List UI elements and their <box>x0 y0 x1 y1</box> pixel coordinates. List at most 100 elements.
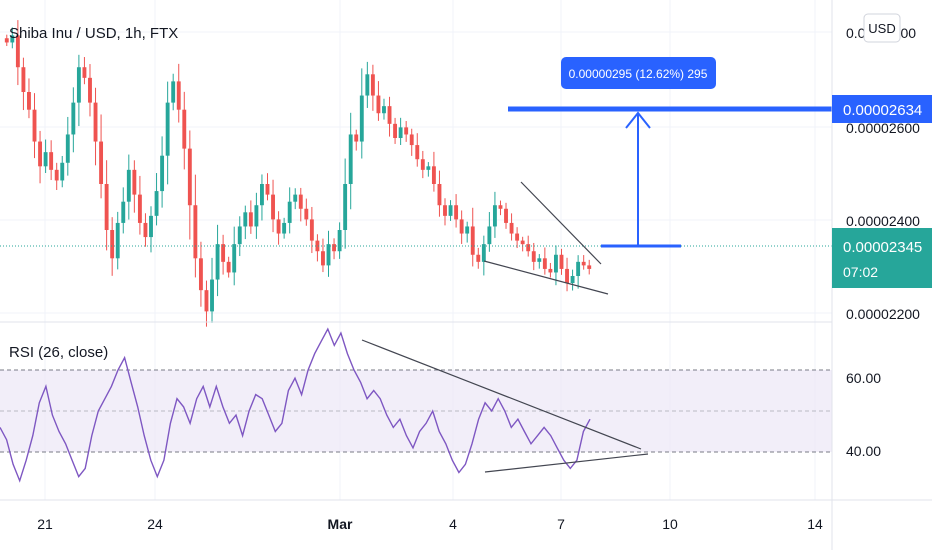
candle-body <box>160 155 165 192</box>
candle-body <box>581 261 586 266</box>
candle-body <box>176 81 181 110</box>
candle-body <box>76 67 81 103</box>
candle-body <box>271 194 275 220</box>
price-wedge-lower-trendline[interactable] <box>483 260 609 295</box>
time-tick-mar: Mar <box>328 516 353 532</box>
candle-body <box>27 92 31 110</box>
rsi-upper-trendline[interactable] <box>361 339 642 450</box>
candle-body <box>498 205 503 209</box>
candle-body <box>60 162 65 181</box>
candle-body <box>398 127 403 138</box>
candle-body <box>576 261 581 276</box>
candle-body <box>276 219 281 234</box>
currency-button-label: USD <box>868 21 895 36</box>
candle-body <box>520 240 525 245</box>
candle-body <box>409 134 414 146</box>
candle-body <box>226 261 231 273</box>
candle-body <box>509 222 514 234</box>
candle-body <box>254 205 259 227</box>
candle-body <box>537 258 542 262</box>
candle-body <box>38 141 42 167</box>
candle-body <box>137 194 142 223</box>
price-tick-2600: 0.00002600 <box>846 120 920 136</box>
candle-body <box>198 258 203 291</box>
candle-body <box>370 74 375 96</box>
candle-body <box>481 244 486 262</box>
candle-body <box>354 134 359 142</box>
candle-body <box>4 38 9 43</box>
candle-body <box>132 169 137 195</box>
last-price-badge-price: 0.00002345 <box>843 239 922 256</box>
candle-body <box>248 212 253 227</box>
candle-body <box>210 279 214 312</box>
candle-body <box>309 219 314 241</box>
candle-body <box>265 184 270 195</box>
candle-body <box>415 145 420 160</box>
candle-body <box>110 230 115 259</box>
candle-body <box>470 226 475 255</box>
candle-body <box>143 222 148 238</box>
chart-title: Shiba Inu / USD, 1h, FTX <box>9 25 178 42</box>
candle-body <box>437 184 442 206</box>
price-scale[interactable]: 0.0000 300 0.00002600 0.00002400 0.00002… <box>831 0 932 550</box>
candle-body <box>88 77 92 103</box>
candle-body <box>587 265 592 269</box>
time-axis[interactable]: 21 24 Mar 4 7 10 14 <box>0 499 932 532</box>
candle-body <box>570 276 575 284</box>
candle-body <box>343 184 348 230</box>
currency-button-box <box>863 13 901 43</box>
candle-body <box>165 102 170 156</box>
candle-body <box>365 74 370 96</box>
candle-body <box>104 184 109 230</box>
candle-body <box>32 109 37 142</box>
candle-body <box>93 102 98 142</box>
rsi-series-line <box>0 327 591 483</box>
candle-body <box>99 141 104 184</box>
candle-body <box>237 226 242 245</box>
candle-body <box>542 258 547 269</box>
last-price-badge: 0.00002345 07:02 <box>832 228 932 288</box>
target-price-badge-text: 0.00002634 <box>843 102 922 119</box>
candle-body <box>232 244 237 273</box>
candle-body <box>204 290 209 312</box>
last-price-badge-bg <box>832 228 932 288</box>
candle-body <box>304 208 309 220</box>
currency-button[interactable]: USD <box>863 13 901 43</box>
candle-body <box>387 106 392 124</box>
candle-body <box>287 201 292 223</box>
candle-body <box>221 244 226 262</box>
candle-body <box>171 81 176 103</box>
candle-body <box>382 106 386 114</box>
price-wedge-upper-trendline[interactable] <box>520 181 602 265</box>
measure-label[interactable]: 0.00000295 (12.62%) 295 <box>561 57 716 89</box>
time-tick-21: 21 <box>37 516 53 532</box>
rsi-title: RSI (26, close) <box>9 344 108 361</box>
candle-body <box>559 254 564 269</box>
candle-body <box>404 127 409 135</box>
candle-body <box>282 222 287 234</box>
candle-body <box>376 95 381 114</box>
candle-body <box>215 244 220 280</box>
candle-body <box>487 226 492 245</box>
candle-body <box>465 226 470 234</box>
candle-body <box>126 169 131 202</box>
time-tick-24: 24 <box>147 516 163 532</box>
candle-body <box>49 152 54 170</box>
candle-body <box>448 205 453 216</box>
time-tick-14: 14 <box>807 516 823 532</box>
rsi-tick-40: 40.00 <box>846 443 881 459</box>
candle-body <box>348 134 353 184</box>
candle-body <box>15 35 20 68</box>
candle-body <box>193 205 198 259</box>
candle-body <box>10 35 15 43</box>
price-panel-bg <box>0 0 832 322</box>
rsi-lower-trendline[interactable] <box>484 453 649 473</box>
candle-body <box>332 244 336 252</box>
candle-body <box>426 166 431 170</box>
candle-body <box>476 254 481 262</box>
candle-body <box>531 251 536 262</box>
candle-body <box>548 268 553 273</box>
candle-body <box>115 222 120 259</box>
rsi-panel: RSI (26, close) <box>0 327 832 483</box>
